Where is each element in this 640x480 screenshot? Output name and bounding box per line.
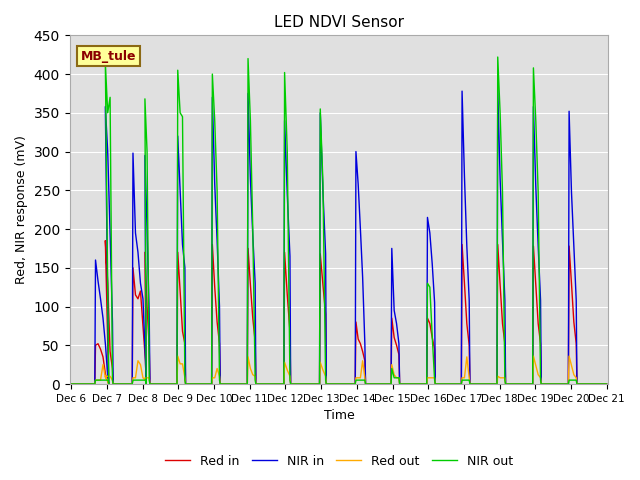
NIR in [351, 381, 359, 387]
Line: Red in: Red in [72, 240, 607, 384]
Red out [352, 375, 360, 381]
NIR out [351, 381, 359, 387]
NIR in [603, 381, 611, 387]
NIR in [387, 381, 395, 387]
Red out [174, 353, 182, 359]
Red out [68, 381, 76, 387]
Text: MB_tule: MB_tule [81, 50, 136, 63]
Red out [105, 381, 113, 387]
Line: NIR out: NIR out [72, 57, 607, 384]
NIR out [603, 381, 611, 387]
Line: Red out: Red out [72, 356, 607, 384]
Red out [461, 375, 468, 381]
X-axis label: Time: Time [324, 409, 355, 422]
NIR out [494, 54, 502, 60]
NIR out [284, 149, 291, 155]
Red in [102, 238, 109, 243]
Red out [388, 362, 396, 368]
Red in [388, 315, 396, 321]
Red in [68, 381, 76, 387]
NIR out [68, 381, 76, 387]
Legend: Red in, NIR in, Red out, NIR out: Red in, NIR in, Red out, NIR out [160, 450, 518, 472]
Line: NIR in: NIR in [72, 90, 607, 384]
Red out [286, 373, 294, 379]
Red in [102, 372, 109, 378]
Title: LED NDVI Sensor: LED NDVI Sensor [274, 15, 404, 30]
Red in [105, 381, 113, 387]
Red in [352, 319, 360, 325]
NIR out [102, 377, 109, 383]
NIR in [458, 88, 466, 94]
Y-axis label: Red, NIR response (mV): Red, NIR response (mV) [15, 135, 28, 284]
NIR in [102, 342, 109, 348]
NIR in [68, 381, 76, 387]
Red in [603, 381, 611, 387]
NIR out [387, 381, 395, 387]
NIR out [105, 381, 113, 387]
Red out [603, 381, 611, 387]
NIR in [494, 87, 502, 93]
Red in [286, 328, 294, 334]
NIR in [284, 192, 291, 197]
NIR in [105, 381, 113, 387]
Red in [461, 280, 468, 286]
NIR out [458, 377, 466, 383]
Red out [102, 375, 109, 381]
